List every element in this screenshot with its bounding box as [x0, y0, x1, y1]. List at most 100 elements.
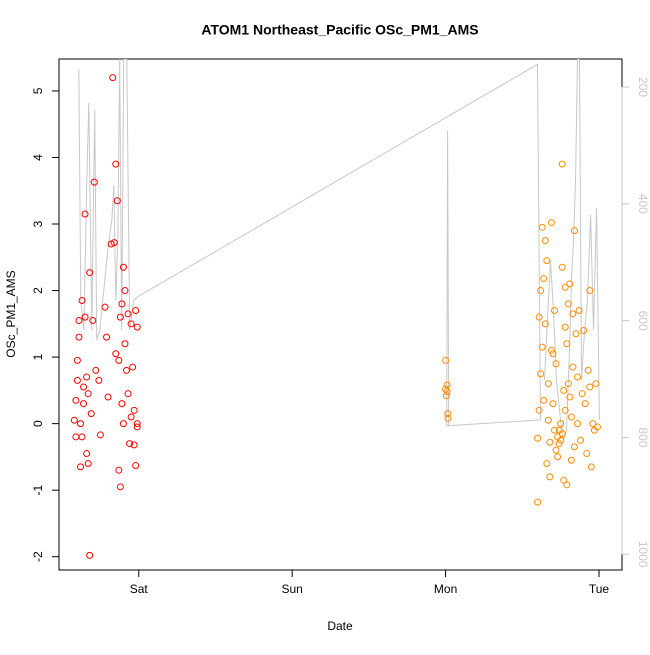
point	[574, 373, 582, 381]
point	[551, 307, 559, 315]
point	[104, 393, 112, 401]
point	[84, 390, 92, 398]
point	[541, 237, 549, 245]
y-tick-label: 5	[31, 87, 45, 94]
point	[80, 383, 88, 391]
point	[549, 350, 557, 358]
point	[75, 333, 83, 341]
point	[534, 434, 542, 442]
point	[90, 178, 98, 186]
point	[543, 460, 551, 468]
point	[118, 300, 126, 308]
point	[115, 466, 123, 474]
point	[558, 430, 566, 438]
point	[133, 423, 141, 431]
point	[73, 376, 81, 384]
point	[121, 287, 129, 295]
point	[544, 380, 552, 388]
point	[538, 343, 546, 351]
y-tick-label: 2	[31, 287, 45, 294]
point	[443, 388, 451, 396]
point	[70, 416, 78, 424]
point	[586, 287, 594, 295]
point	[558, 263, 566, 271]
point	[83, 373, 91, 381]
point	[567, 456, 575, 464]
point	[443, 381, 451, 389]
point	[589, 420, 597, 428]
point	[566, 280, 574, 288]
point	[116, 313, 124, 321]
point	[101, 303, 109, 311]
point	[561, 323, 569, 331]
point	[549, 400, 557, 408]
y2-tick-label: 1000	[636, 541, 650, 568]
point	[554, 453, 562, 461]
y-tick-label: 4	[31, 154, 45, 161]
point	[564, 380, 572, 388]
point	[81, 210, 89, 218]
point	[557, 420, 565, 428]
y-tick-label: 1	[31, 353, 45, 360]
point	[80, 400, 88, 408]
point	[119, 263, 127, 271]
point	[535, 313, 543, 321]
point	[86, 269, 94, 277]
point	[132, 307, 140, 315]
point	[122, 366, 130, 374]
point	[546, 438, 554, 446]
point	[87, 410, 95, 418]
point	[592, 380, 600, 388]
point	[546, 473, 554, 481]
y-tick-label: 3	[31, 220, 45, 227]
point	[584, 366, 592, 374]
point	[551, 426, 559, 434]
point	[133, 420, 141, 428]
y-axis-title: OSc_PM1_AMS	[4, 270, 18, 357]
point	[540, 275, 548, 283]
point	[75, 316, 83, 324]
point	[124, 390, 132, 398]
point	[444, 414, 452, 422]
point	[538, 223, 546, 231]
point	[557, 436, 565, 444]
point	[566, 393, 574, 401]
point	[127, 320, 135, 328]
point	[124, 310, 132, 318]
point	[564, 300, 572, 308]
point	[92, 366, 100, 374]
point	[86, 551, 94, 559]
point	[73, 356, 81, 364]
x-axis-title: Date	[327, 619, 353, 633]
y-tick-label: 0	[31, 420, 45, 427]
point	[112, 160, 120, 168]
y-tick-label: -2	[31, 551, 45, 562]
point	[540, 396, 548, 404]
point	[109, 74, 117, 82]
point	[577, 436, 585, 444]
point	[535, 406, 543, 414]
point	[547, 219, 555, 227]
y2-tick-label: 600	[636, 311, 650, 331]
point	[541, 320, 549, 328]
point	[581, 400, 589, 408]
point	[116, 483, 124, 491]
point	[78, 297, 86, 305]
point	[95, 376, 103, 384]
point	[555, 440, 563, 448]
plot-area	[70, 59, 601, 559]
point	[547, 346, 555, 354]
chart-title: ATOM1 Northeast_Pacific OSc_PM1_AMS	[201, 22, 478, 38]
point	[586, 383, 594, 391]
point	[132, 462, 140, 470]
point	[126, 440, 134, 448]
point	[119, 420, 127, 428]
point	[103, 333, 111, 341]
point	[543, 257, 551, 265]
point	[96, 431, 104, 439]
point	[563, 340, 571, 348]
point	[569, 363, 577, 371]
point	[444, 410, 452, 418]
point	[544, 416, 552, 424]
